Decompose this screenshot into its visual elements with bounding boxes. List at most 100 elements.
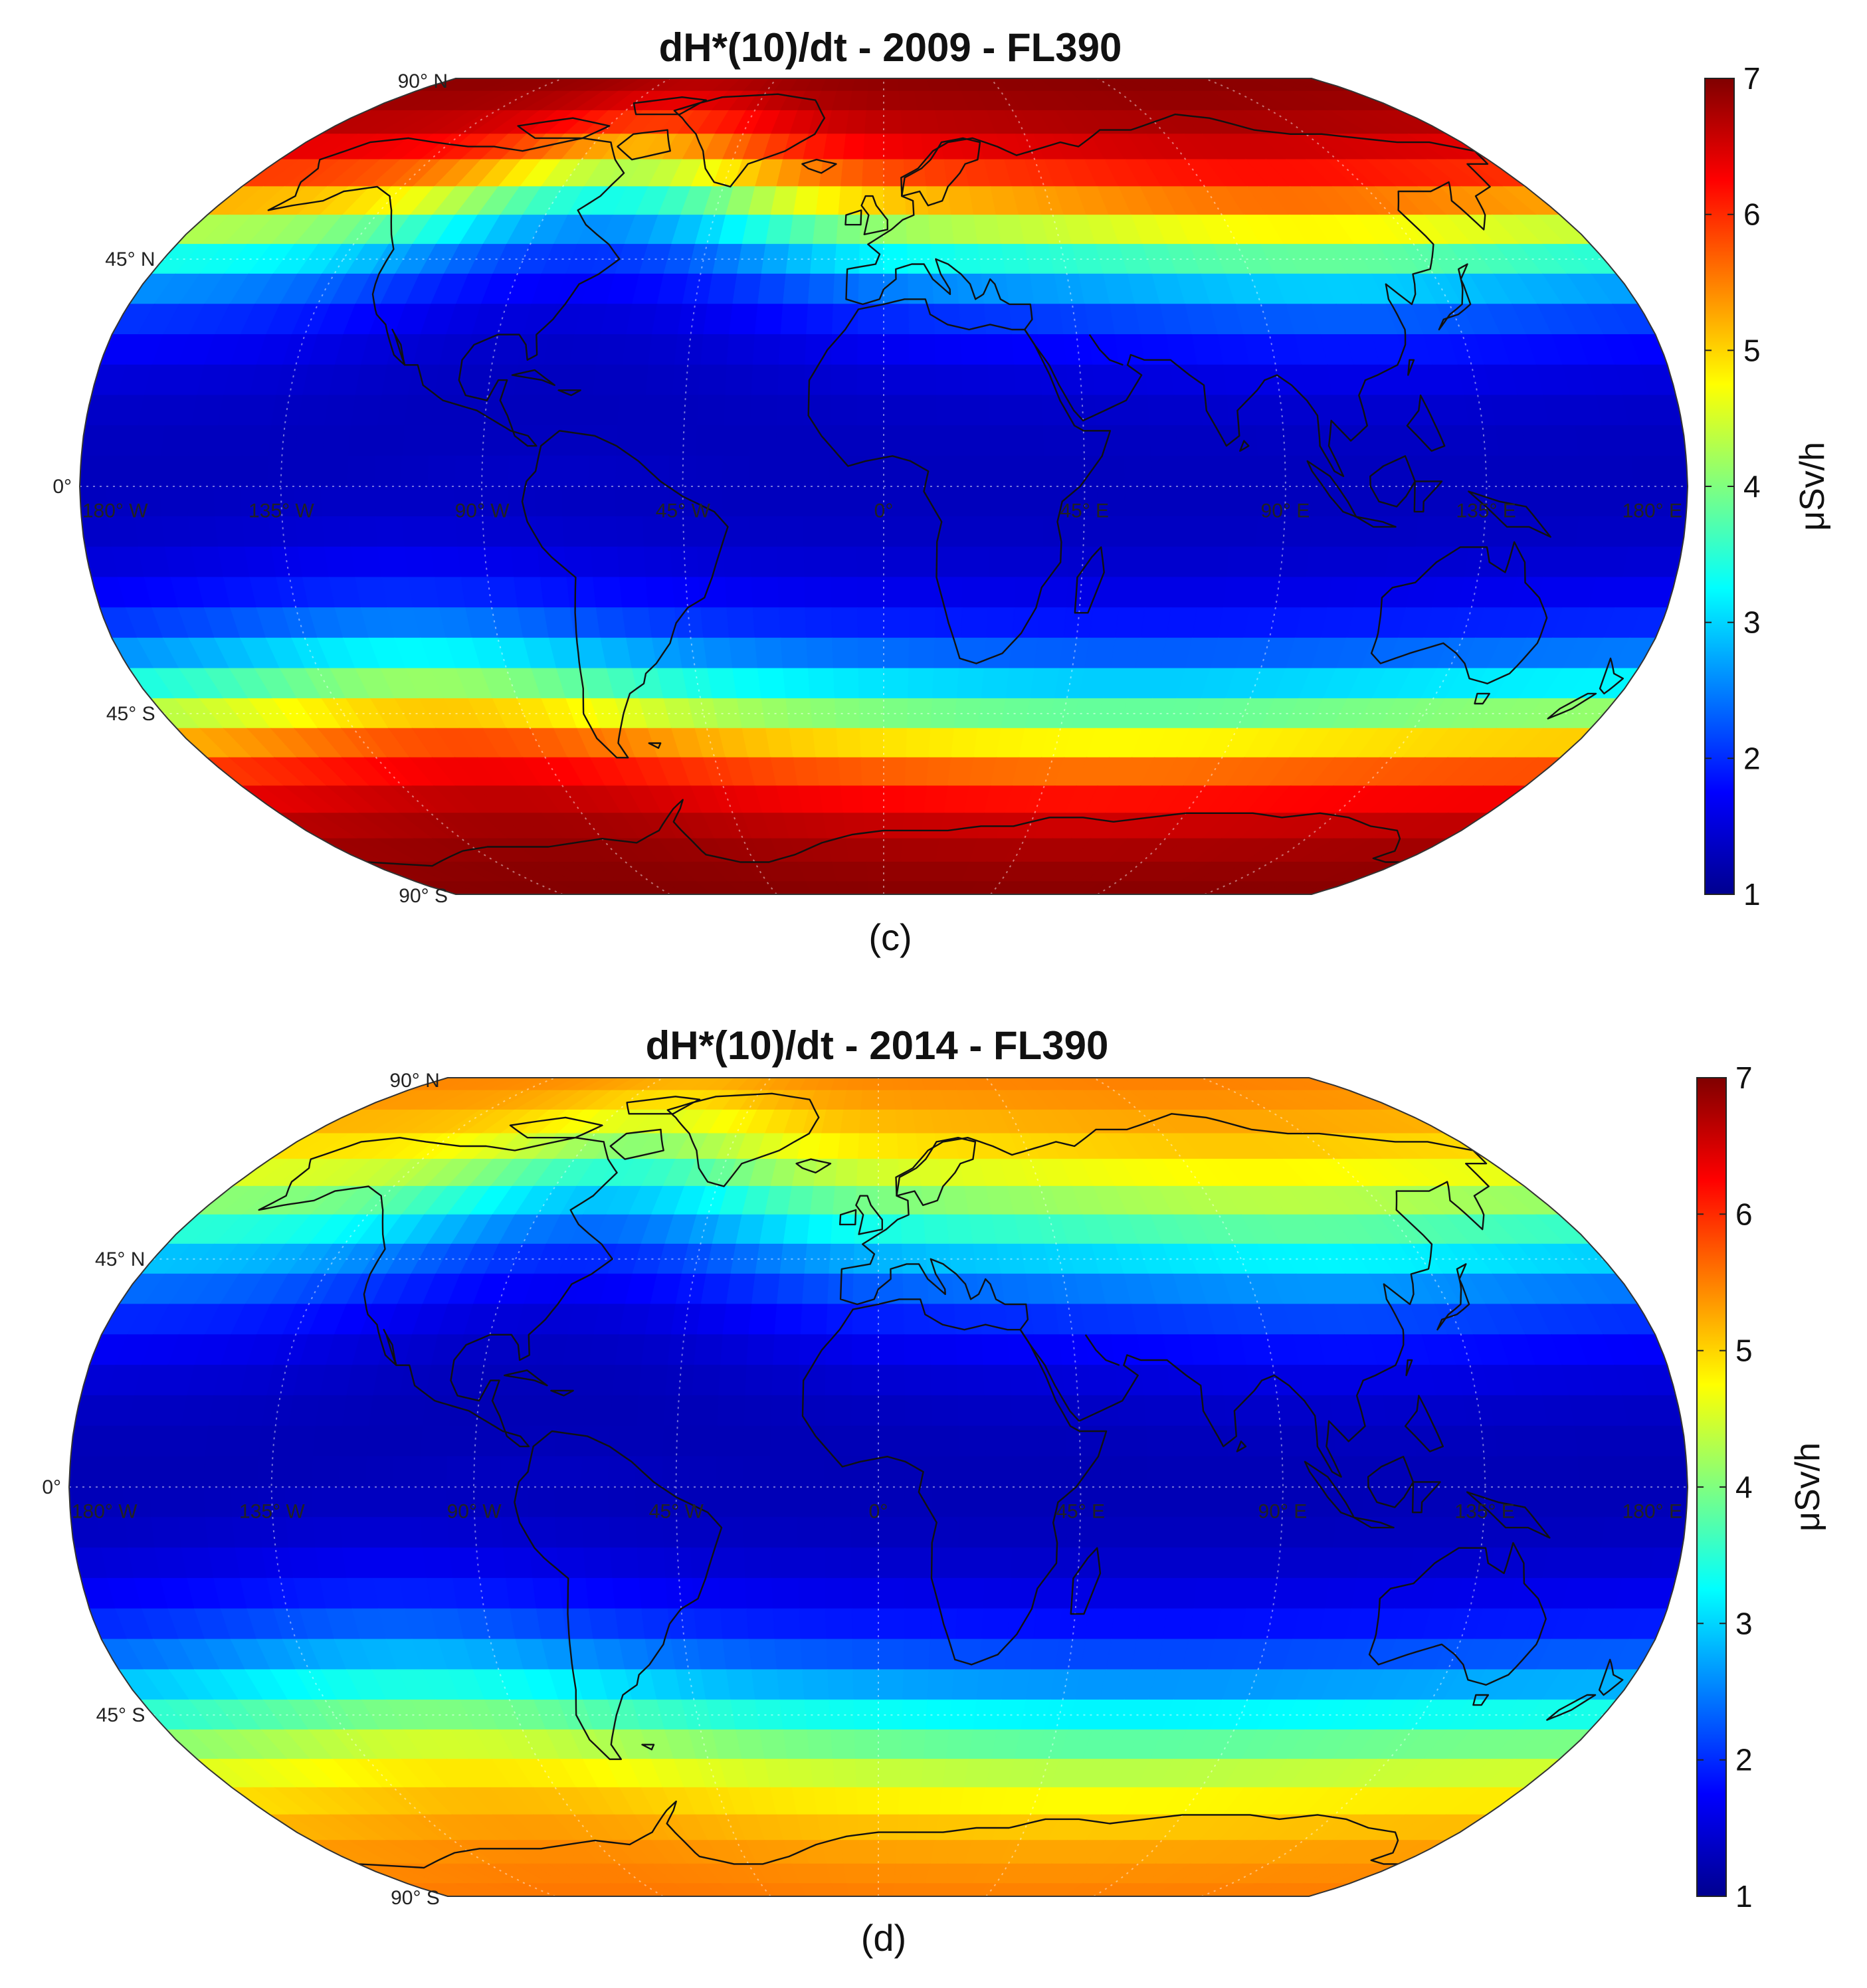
field-cell <box>729 304 759 336</box>
field-cell <box>904 1334 932 1366</box>
field-cell <box>1229 516 1259 548</box>
field-cell <box>1331 395 1363 427</box>
field-cell <box>815 1883 836 1896</box>
field-cell <box>1548 425 1580 456</box>
field-cell <box>1034 304 1064 336</box>
field-cell <box>593 364 623 396</box>
field-cell <box>831 637 859 669</box>
field-cell <box>920 1883 942 1896</box>
coastline <box>626 1096 701 1115</box>
field-cell <box>1444 455 1474 487</box>
field-cell <box>399 1577 432 1609</box>
field-cell <box>856 425 884 456</box>
field-cell <box>722 516 751 548</box>
field-cell <box>908 304 936 336</box>
field-cell <box>883 78 900 92</box>
field-cell <box>1577 1456 1607 1488</box>
field-cell <box>231 1425 263 1457</box>
field-cell <box>401 486 430 518</box>
field-cell <box>831 607 858 639</box>
field-cell <box>1035 1883 1068 1896</box>
coastline <box>673 93 826 188</box>
field-cell <box>338 1486 367 1518</box>
field-cell <box>612 1577 642 1609</box>
field-cell <box>797 1456 825 1488</box>
field-cell <box>537 395 567 427</box>
field-cell <box>824 1486 852 1518</box>
field-cell <box>1204 455 1232 487</box>
field-cell <box>752 334 781 365</box>
meridian-line <box>675 1077 771 1897</box>
field-cell <box>878 1304 905 1336</box>
field-cell <box>177 1425 209 1457</box>
field-cell <box>366 1517 397 1549</box>
field-cell <box>1174 1456 1203 1488</box>
field-cell <box>540 881 585 894</box>
field-cell <box>1280 1883 1334 1896</box>
field-cell <box>883 134 904 160</box>
field-cell <box>381 364 415 396</box>
field-cell <box>754 304 784 336</box>
field-cell <box>793 186 821 216</box>
field-cell <box>1578 486 1608 518</box>
field-cell <box>983 1577 1012 1609</box>
field-cell <box>1005 668 1035 700</box>
field-cell <box>381 577 415 609</box>
field-cell <box>765 215 794 245</box>
field-cell <box>1040 364 1069 396</box>
field-cell <box>1174 1486 1203 1518</box>
field-cell <box>883 546 911 578</box>
lon-label-45w: 45° W <box>656 500 711 522</box>
lon-label-45w: 45° W <box>649 1501 704 1523</box>
field-cell <box>1226 546 1257 578</box>
field-cell <box>1197 881 1243 894</box>
field-cell <box>804 577 833 609</box>
field-cell <box>1389 516 1419 548</box>
field-cell <box>883 838 903 863</box>
field-cell <box>399 1365 432 1397</box>
field-cell <box>1411 546 1443 578</box>
field-cell <box>1309 516 1339 548</box>
field-cell <box>641 1883 679 1896</box>
field-cell <box>854 1214 879 1245</box>
field-cell <box>815 757 842 787</box>
field-cell <box>751 577 780 609</box>
field-cell <box>1551 486 1581 518</box>
field-cell <box>732 668 762 700</box>
field-cell <box>369 1547 401 1579</box>
field-cell <box>1364 455 1393 487</box>
field-cell <box>746 1334 775 1366</box>
field-cell <box>320 486 349 518</box>
field-cell <box>348 516 379 548</box>
field-cell <box>857 1814 879 1841</box>
field-cell <box>983 1365 1012 1397</box>
field-cell <box>366 1425 397 1457</box>
field-cell <box>674 334 704 365</box>
field-cell <box>926 186 952 216</box>
field-cell <box>1122 516 1152 548</box>
field-cell <box>903 1639 931 1670</box>
field-cell <box>1577 1486 1607 1518</box>
field-cell <box>609 1517 638 1549</box>
field-cell <box>817 1814 841 1841</box>
field-cell <box>351 395 383 427</box>
map-panel-d: dH*(10)/dt - 2014 - FL390 90° N 45° N 0°… <box>42 1023 1827 1959</box>
lat-label-45n: 45° N <box>105 248 155 270</box>
field-cell <box>1236 1883 1287 1896</box>
field-cell <box>1575 425 1607 456</box>
field-cell <box>1042 425 1072 456</box>
field-cell <box>936 486 965 518</box>
field-cell <box>773 881 799 894</box>
field-cell <box>311 1486 341 1518</box>
field-cell <box>748 1304 778 1336</box>
field-cell <box>581 1425 611 1457</box>
field-cell <box>985 1456 1014 1488</box>
field-cell <box>452 1577 484 1609</box>
field-cell <box>1467 1425 1498 1457</box>
field-cell <box>989 425 1018 456</box>
field-cell <box>312 1425 344 1457</box>
field-cell <box>258 1425 290 1457</box>
field-cell <box>261 1547 294 1579</box>
field-cell <box>1601 425 1633 456</box>
field-cell <box>902 813 925 839</box>
